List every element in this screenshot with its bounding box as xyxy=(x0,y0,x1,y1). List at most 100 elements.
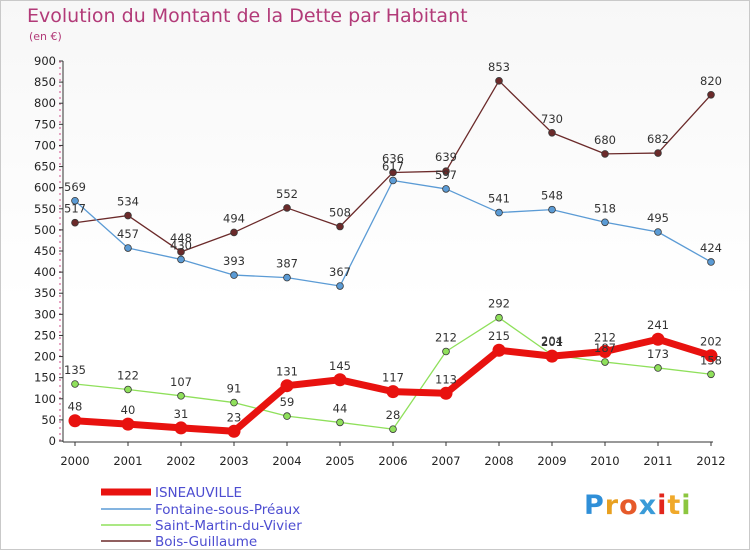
y-tick-label: 550 xyxy=(34,202,56,216)
logo-letter: P xyxy=(584,490,605,521)
data-label-fontaine-sous-preaux: 495 xyxy=(647,211,669,225)
data-label-saint-martin-du-vivier: 122 xyxy=(117,368,139,382)
data-point-fontaine-sous-preaux xyxy=(654,228,662,236)
y-tick-label: 800 xyxy=(34,96,56,110)
data-point-fontaine-sous-preaux xyxy=(442,185,450,193)
data-label-bois-guillaume: 730 xyxy=(541,112,563,126)
data-label-saint-martin-du-vivier: 28 xyxy=(386,408,401,422)
data-label-bois-guillaume: 820 xyxy=(700,74,722,88)
x-tick-label: 2005 xyxy=(325,454,354,468)
y-tick-label: 200 xyxy=(34,350,56,364)
data-label-bois-guillaume: 517 xyxy=(64,202,86,216)
data-point-saint-martin-du-vivier xyxy=(389,425,397,433)
data-point-isneauville xyxy=(121,417,135,431)
data-label-fontaine-sous-preaux: 597 xyxy=(435,168,457,182)
legend-label-isneauville: ISNEAUVILLE xyxy=(155,485,242,501)
data-label-isneauville: 131 xyxy=(276,365,298,379)
x-tick-label: 2004 xyxy=(272,454,301,468)
logo-letter: r xyxy=(604,490,620,521)
proxiti-logo: Proxiti xyxy=(584,490,692,521)
data-label-saint-martin-du-vivier: 59 xyxy=(280,395,295,409)
data-label-saint-martin-du-vivier: 292 xyxy=(488,297,510,311)
y-tick-label: 850 xyxy=(34,75,56,89)
data-label-bois-guillaume: 680 xyxy=(594,133,616,147)
data-point-bois-guillaume xyxy=(654,149,662,157)
y-tick-label: 450 xyxy=(34,244,56,258)
y-tick-label: 700 xyxy=(34,138,56,152)
data-label-isneauville: 202 xyxy=(700,335,722,349)
data-point-saint-martin-du-vivier xyxy=(71,380,79,388)
data-label-fontaine-sous-preaux: 457 xyxy=(117,227,139,241)
data-label-saint-martin-du-vivier: 91 xyxy=(227,382,242,396)
y-tick-label: 650 xyxy=(34,160,56,174)
data-label-bois-guillaume: 448 xyxy=(170,231,192,245)
data-point-fontaine-sous-preaux xyxy=(707,258,715,266)
data-label-fontaine-sous-preaux: 548 xyxy=(541,189,563,203)
data-point-isneauville xyxy=(174,421,188,435)
data-point-fontaine-sous-preaux xyxy=(601,218,609,227)
y-tick-label: 900 xyxy=(34,54,56,68)
x-tick-label: 2011 xyxy=(643,454,672,468)
data-label-isneauville: 40 xyxy=(121,403,136,417)
data-point-isneauville xyxy=(386,385,400,399)
x-tick-label: 2003 xyxy=(219,454,248,468)
y-tick-label: 250 xyxy=(34,328,56,342)
data-point-isneauville xyxy=(704,349,718,363)
data-point-bois-guillaume xyxy=(124,211,132,220)
x-tick-label: 2012 xyxy=(696,454,725,468)
y-tick-label: 400 xyxy=(34,265,56,279)
data-label-isneauville: 31 xyxy=(174,407,189,421)
data-point-bois-guillaume xyxy=(442,167,450,176)
data-label-saint-martin-du-vivier: 158 xyxy=(700,353,722,367)
data-point-bois-guillaume xyxy=(336,222,344,231)
data-label-isneauville: 23 xyxy=(227,410,242,424)
data-point-fontaine-sous-preaux xyxy=(389,176,397,185)
logo-letter: t xyxy=(667,490,682,521)
data-point-bois-guillaume xyxy=(548,128,556,137)
logo-letter: o xyxy=(619,490,639,521)
data-label-bois-guillaume: 494 xyxy=(223,211,245,225)
data-label-fontaine-sous-preaux: 617 xyxy=(382,159,404,173)
data-point-fontaine-sous-preaux xyxy=(548,205,556,214)
data-label-bois-guillaume: 534 xyxy=(117,195,139,209)
data-label-fontaine-sous-preaux: 424 xyxy=(700,241,722,255)
data-label-fontaine-sous-preaux: 518 xyxy=(594,201,616,215)
logo-letter: x xyxy=(638,490,658,521)
data-label-bois-guillaume: 508 xyxy=(329,206,351,220)
data-point-fontaine-sous-preaux xyxy=(71,196,79,205)
data-label-bois-guillaume: 552 xyxy=(276,187,298,201)
data-label-fontaine-sous-preaux: 541 xyxy=(488,192,510,206)
data-point-isneauville xyxy=(651,332,665,346)
chart-subtitle: (en €) xyxy=(29,30,62,43)
data-point-bois-guillaume xyxy=(601,150,609,158)
data-point-fontaine-sous-preaux xyxy=(336,282,344,290)
y-tick-label: 350 xyxy=(34,286,56,300)
data-point-fontaine-sous-preaux xyxy=(230,271,238,279)
data-point-isneauville xyxy=(68,414,82,428)
data-point-saint-martin-du-vivier xyxy=(707,370,715,379)
data-point-saint-martin-du-vivier xyxy=(124,385,132,394)
data-label-isneauville: 117 xyxy=(382,371,404,385)
data-label-saint-martin-du-vivier: 187 xyxy=(594,341,616,355)
data-point-bois-guillaume xyxy=(71,218,79,227)
legend-label-fontaine-sous-preaux: Fontaine-sous-Préaux xyxy=(155,502,300,518)
y-tick-label: 100 xyxy=(34,392,56,406)
data-point-saint-martin-du-vivier xyxy=(230,398,238,407)
data-point-saint-martin-du-vivier xyxy=(601,358,609,366)
data-point-isneauville xyxy=(227,424,241,438)
data-label-isneauville: 48 xyxy=(68,400,83,414)
data-label-fontaine-sous-preaux: 387 xyxy=(276,257,298,271)
y-tick-label: 50 xyxy=(41,413,56,427)
x-tick-label: 2000 xyxy=(60,454,89,468)
data-point-bois-guillaume xyxy=(707,90,715,99)
data-point-fontaine-sous-preaux xyxy=(495,208,503,217)
x-tick-label: 2006 xyxy=(378,454,407,468)
logo-letter: i xyxy=(681,490,692,521)
chart-title: Evolution du Montant de la Dette par Hab… xyxy=(27,5,468,27)
data-point-saint-martin-du-vivier xyxy=(654,364,662,372)
logo-letter: i xyxy=(657,490,668,521)
data-point-bois-guillaume xyxy=(283,204,291,212)
data-label-bois-guillaume: 636 xyxy=(382,151,404,165)
